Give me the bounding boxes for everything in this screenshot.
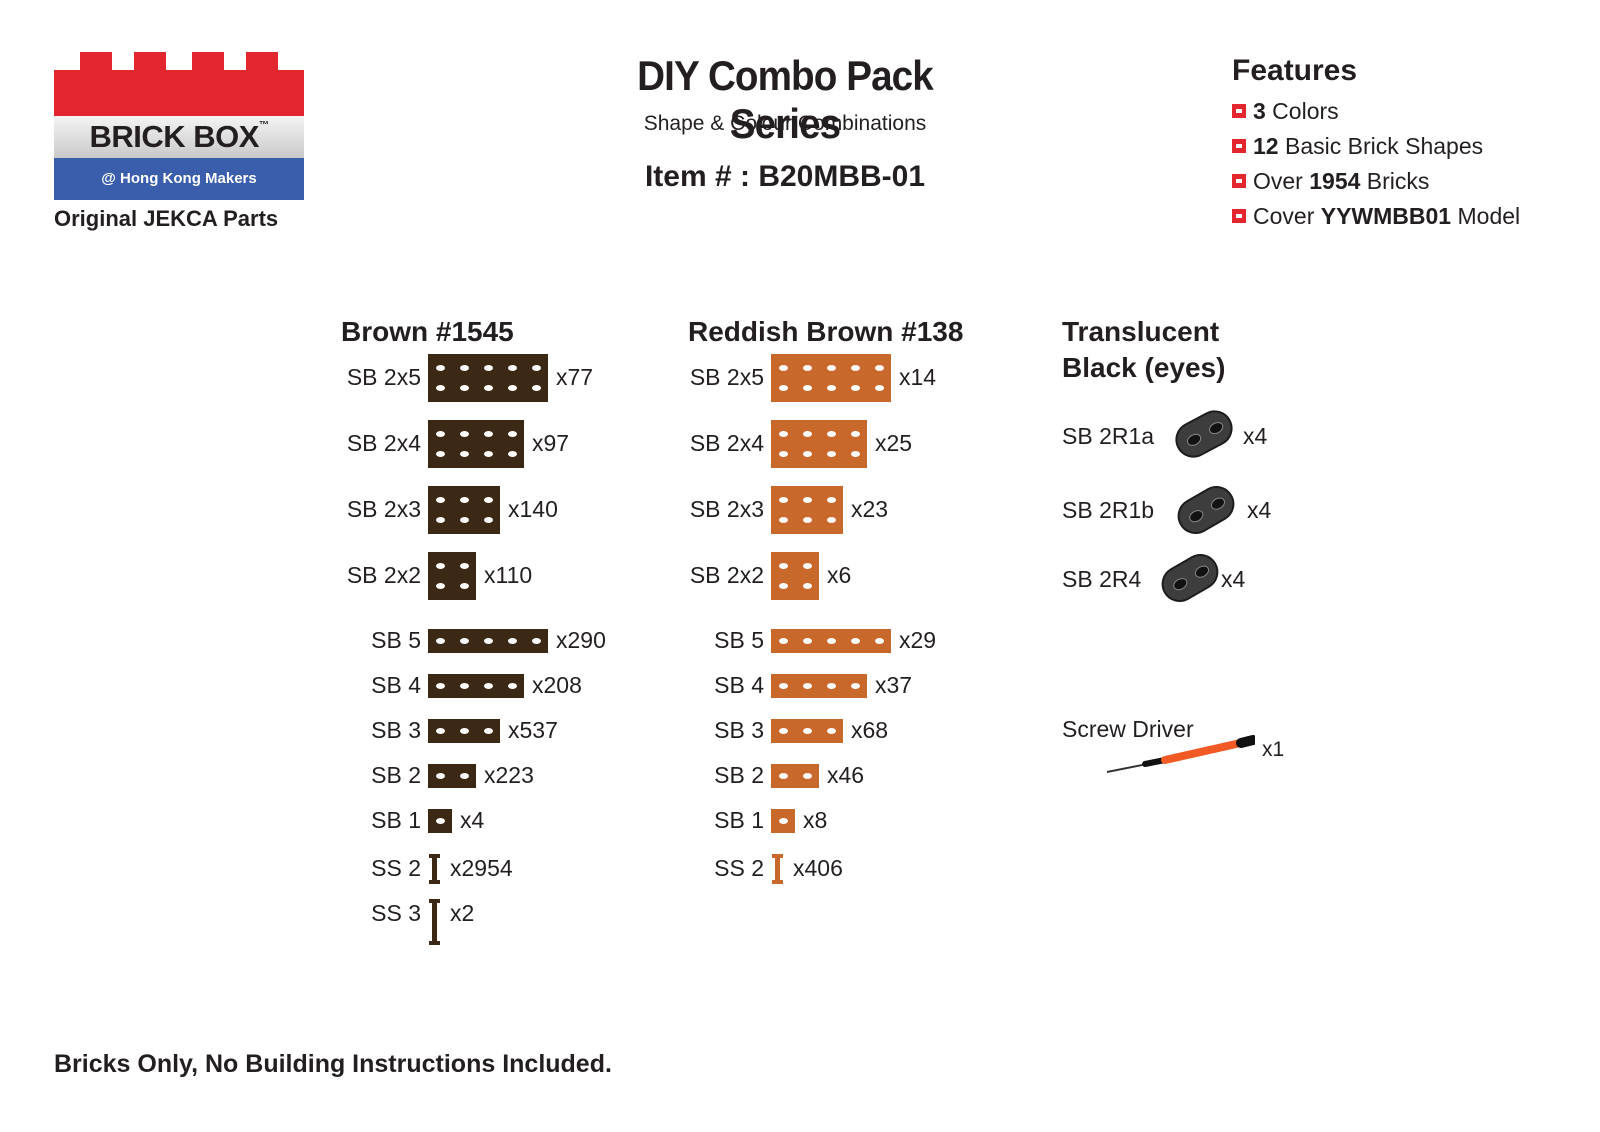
logo-tagline: Original JEKCA Parts	[54, 206, 279, 231]
bullet-icon	[1232, 174, 1246, 188]
brick-1x5-icon	[428, 629, 548, 653]
part-label: SB 2x4	[689, 430, 764, 456]
brick-2x2-icon	[428, 552, 476, 600]
brick-2x3-icon	[771, 486, 843, 534]
part-label: SB 3	[371, 717, 421, 743]
part-label: SB 2x5	[689, 364, 764, 390]
part-label: SB 1	[714, 807, 764, 833]
eye-brick-2r4-icon	[1155, 547, 1225, 609]
part-label: SB 4	[371, 672, 421, 698]
brick-1x3-icon	[428, 719, 500, 743]
item-number: Item # : B20MBB-01	[644, 160, 926, 193]
brown-column-title: Brown #1545	[341, 316, 514, 347]
part-qty: x2954	[450, 855, 513, 881]
feature-item: Over 1954 Bricks	[1232, 168, 1429, 195]
brick-1x5-icon	[771, 629, 891, 653]
page-title: DIY Combo Pack Series	[637, 52, 934, 147]
part-label: SB 2x2	[689, 562, 764, 588]
screwdriver-icon	[1106, 735, 1255, 773]
brick-1x3-icon	[771, 719, 843, 743]
eye-brick-2r1b-icon	[1171, 479, 1241, 541]
part-label: SB 2R4	[1062, 566, 1142, 592]
part-label: SB 2x5	[346, 364, 421, 390]
part-qty: x110	[484, 562, 533, 588]
logo-brand: BRICK BOX™	[89, 119, 269, 154]
brick-1x1-icon	[771, 809, 795, 833]
part-label: SB 2x3	[689, 496, 764, 522]
part-qty: x97	[532, 430, 570, 456]
part-qty: x4	[1221, 566, 1246, 592]
part-label: SS 2	[714, 855, 764, 881]
part-qty: x537	[508, 717, 558, 743]
part-label: SB 2x4	[346, 430, 421, 456]
footer-note: Bricks Only, No Building Instructions In…	[54, 1050, 612, 1078]
part-label: SB 3	[714, 717, 764, 743]
stick-pin-icon	[429, 854, 440, 884]
part-qty: x25	[875, 430, 913, 456]
stick-pin-icon	[429, 899, 440, 945]
brick-box-logo: BRICK BOX™ @ Hong Kong Makers	[54, 52, 304, 200]
part-label: SB 2x3	[346, 496, 421, 522]
brick-1x4-icon	[771, 674, 867, 698]
brick-1x4-icon	[428, 674, 524, 698]
part-qty: x77	[556, 364, 594, 390]
part-label: SB 2	[371, 762, 421, 788]
bullet-icon	[1232, 104, 1246, 118]
logo-subtitle: @ Hong Kong Makers	[101, 170, 257, 187]
part-qty: x406	[793, 855, 843, 881]
feature-item: Cover YYWMBB01 Model	[1232, 203, 1520, 230]
brick-2x5-icon	[771, 354, 891, 402]
part-qty: x8	[803, 807, 828, 833]
bullet-icon	[1232, 139, 1246, 153]
brick-2x2-icon	[771, 552, 819, 600]
part-qty: x29	[899, 627, 937, 653]
brick-2x4-icon	[428, 420, 524, 468]
page-subtitle: Shape & Colour Combinations	[643, 112, 927, 135]
part-label: SB 2R1a	[1062, 423, 1155, 449]
part-label: SS 2	[371, 855, 421, 881]
part-label: SB 5	[714, 627, 764, 653]
part-qty: x4	[1247, 497, 1272, 523]
eye-brick-2r1a-icon	[1169, 404, 1239, 464]
part-qty: x23	[851, 496, 889, 522]
part-label: SS 3	[371, 900, 421, 926]
part-qty: x46	[827, 762, 865, 788]
bullet-icon	[1232, 209, 1246, 223]
part-qty: x14	[899, 364, 937, 390]
part-qty: x6	[827, 562, 852, 588]
part-label: SB 5	[371, 627, 421, 653]
translucent-column-title: Translucent Black (eyes)	[1062, 316, 1226, 383]
part-qty: x208	[532, 672, 582, 698]
tool-qty: x1	[1262, 738, 1285, 761]
brick-2x5-icon	[428, 354, 548, 402]
part-qty: x4	[460, 807, 485, 833]
part-qty: x290	[556, 627, 606, 653]
part-label: SB 1	[371, 807, 421, 833]
brick-1x2-icon	[428, 764, 476, 788]
features-title: Features	[1232, 54, 1358, 87]
reddish-brown-column-title: Reddish Brown #138	[688, 316, 964, 347]
part-qty: x68	[851, 717, 889, 743]
tool-label: Screw Driver	[1062, 716, 1194, 742]
part-label: SB 4	[714, 672, 764, 698]
part-label: SB 2x2	[346, 562, 421, 588]
brick-1x2-icon	[771, 764, 819, 788]
stick-pin-icon	[772, 854, 783, 884]
part-qty: x223	[484, 762, 534, 788]
logo-studs	[54, 52, 304, 72]
brick-1x1-icon	[428, 809, 452, 833]
part-qty: x2	[450, 900, 475, 926]
feature-item: 3 Colors	[1232, 98, 1339, 125]
part-qty: x37	[875, 672, 913, 698]
part-qty: x140	[508, 496, 558, 522]
feature-item: 12 Basic Brick Shapes	[1232, 133, 1483, 160]
brick-2x3-icon	[428, 486, 500, 534]
part-qty: x4	[1243, 423, 1268, 449]
part-label: SB 2R1b	[1062, 497, 1155, 523]
brick-2x4-icon	[771, 420, 867, 468]
part-label: SB 2	[714, 762, 764, 788]
